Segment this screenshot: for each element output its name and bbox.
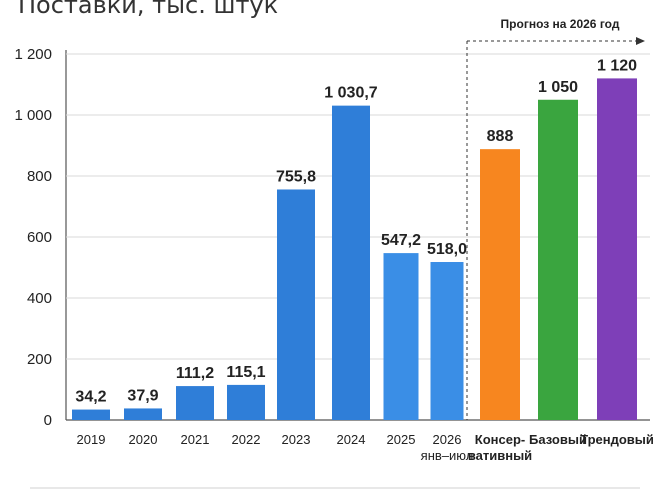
- data-label: 1 030,7: [324, 85, 377, 102]
- y-tick-label: 1 200: [14, 46, 52, 63]
- x-tick-label: 2025: [387, 432, 416, 447]
- data-label: 755,8: [276, 168, 316, 185]
- x-tick-label: 2024: [337, 432, 366, 447]
- x-tick-label: 2022: [232, 432, 261, 447]
- y-tick-label: 1 000: [14, 107, 52, 124]
- bar-2023: [277, 189, 315, 420]
- data-label: 518,0: [427, 241, 467, 258]
- x-tick-label: 2020: [129, 432, 158, 447]
- x-tick-label: 2019: [77, 432, 106, 447]
- bar-2024: [332, 105, 370, 420]
- data-label: 37,9: [127, 387, 158, 404]
- bar-базовый: [538, 99, 578, 420]
- x-tick-label: 2026: [433, 432, 462, 447]
- x-tick-sublabel: вативный: [468, 448, 532, 463]
- data-label: 34,2: [75, 389, 106, 406]
- bar-2020: [124, 408, 162, 420]
- x-tick-label: 2021: [181, 432, 210, 447]
- y-tick-label: 600: [27, 229, 52, 246]
- bar-2022: [227, 384, 265, 420]
- y-tick-label: 800: [27, 168, 52, 185]
- x-tick-label: 2023: [282, 432, 311, 447]
- forecast-label: Прогноз на 2026 год: [501, 17, 620, 31]
- y-tick-label: 200: [27, 351, 52, 368]
- data-label: 547,2: [381, 232, 421, 249]
- bar-2021: [176, 386, 214, 420]
- y-tick-label: 400: [27, 290, 52, 307]
- y-tick-label: 0: [44, 412, 52, 429]
- bar-2025: [383, 253, 419, 420]
- bar-трендовый: [597, 78, 637, 421]
- data-label: 115,1: [226, 364, 265, 381]
- data-label: 1 120: [597, 57, 637, 74]
- forecast-arrow-icon: [636, 37, 645, 45]
- data-label: 1 050: [538, 79, 578, 96]
- data-label: 888: [487, 128, 514, 145]
- x-tick-sublabel: янв–июл: [421, 448, 474, 463]
- chart-title: Поставки, тыс. штук: [18, 0, 279, 19]
- x-tick-label: Консер-: [475, 432, 525, 447]
- bar-2019: [72, 409, 110, 420]
- bar-2026: [430, 262, 464, 420]
- x-tick-label: Базовый: [529, 432, 587, 447]
- bar-консер: [480, 149, 520, 420]
- x-tick-label: Трендовый: [580, 432, 654, 447]
- data-label: 111,2: [176, 365, 214, 382]
